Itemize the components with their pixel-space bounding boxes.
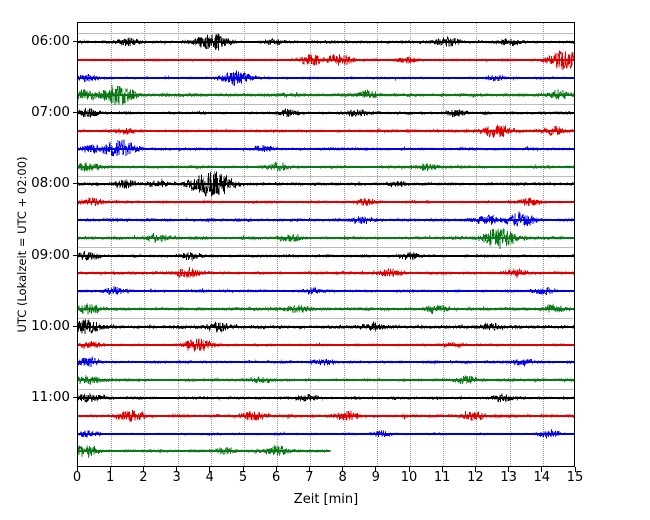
- minute-gridline: [144, 23, 146, 466]
- seismic-trace: [78, 260, 574, 286]
- x-tick-mark: [176, 467, 178, 472]
- x-tick-label: 2: [139, 470, 148, 485]
- seismic-trace: [78, 438, 574, 464]
- seismic-trace: [78, 385, 574, 411]
- x-tick-mark: [441, 467, 443, 472]
- hour-separator-lines: [78, 23, 574, 466]
- seismic-trace: [78, 225, 574, 251]
- minute-gridline: [410, 23, 411, 466]
- hour-gridline: [78, 317, 574, 319]
- x-tick-mark: [142, 467, 144, 472]
- minute-gridline: [244, 23, 245, 466]
- x-tick-label: 6: [272, 470, 281, 485]
- minute-gridline: [310, 23, 312, 466]
- x-tick-mark: [308, 467, 310, 472]
- seismic-trace: [78, 243, 574, 269]
- x-tick-mark: [375, 467, 377, 472]
- x-tick-label: 7: [305, 470, 314, 485]
- y-tick-label: 10:00: [31, 317, 70, 334]
- y-tick-label: 09:00: [31, 246, 70, 263]
- seismic-trace: [78, 421, 574, 447]
- minute-gridline: [443, 23, 445, 466]
- x-tick-mark: [508, 467, 510, 472]
- x-tick-label: 9: [371, 470, 380, 485]
- x-tick-mark: [275, 467, 277, 472]
- x-tick-mark: [342, 467, 344, 472]
- seismic-trace: [78, 189, 574, 215]
- seismic-trace: [78, 314, 574, 340]
- x-tick-mark: [209, 467, 211, 472]
- x-tick-label: 11: [433, 470, 451, 485]
- x-tick-label: 1: [106, 470, 115, 485]
- seismic-trace: [78, 154, 574, 180]
- y-tick-label: 08:00: [31, 175, 70, 192]
- hour-gridline: [78, 104, 574, 106]
- minute-gridline: [111, 23, 113, 466]
- seismic-trace: [78, 171, 574, 197]
- minute-gridline: [476, 23, 478, 466]
- seismic-trace: [78, 65, 574, 91]
- hour-gridline: [78, 175, 574, 177]
- y-tick-label: 11:00: [31, 389, 70, 405]
- x-tick-label: 3: [172, 470, 181, 485]
- seismic-trace: [78, 349, 574, 375]
- x-tick-mark: [474, 467, 476, 472]
- seismic-trace: [78, 136, 574, 162]
- minute-gridline: [177, 23, 179, 466]
- seismic-traces: [78, 23, 574, 466]
- x-tick-mark: [574, 467, 576, 472]
- seismic-trace: [78, 332, 574, 358]
- y-tick-mark: [72, 183, 77, 185]
- minute-gridline: [542, 23, 544, 466]
- x-tick-label: 5: [238, 470, 248, 485]
- minute-gridline: [376, 23, 378, 466]
- seismic-trace: [78, 100, 574, 126]
- seismic-trace: [78, 278, 574, 304]
- seismic-trace: [78, 367, 574, 393]
- x-tick-label: 14: [533, 470, 551, 485]
- minute-gridline: [277, 23, 279, 466]
- hour-gridline: [78, 246, 574, 248]
- y-tick-mark: [72, 397, 77, 399]
- seismic-trace: [78, 403, 574, 429]
- y-tick-mark: [72, 112, 77, 114]
- x-tick-mark: [408, 467, 410, 472]
- x-tick-mark: [109, 467, 111, 472]
- y-tick-label: 07:00: [31, 104, 70, 121]
- minute-gridline: [509, 23, 511, 466]
- minute-gridline: [210, 23, 212, 466]
- seismic-trace: [78, 207, 574, 233]
- y-tick-mark: [72, 254, 77, 256]
- x-tick-label: 15: [566, 470, 584, 485]
- seismic-trace: [78, 29, 574, 55]
- y-tick-mark: [72, 41, 77, 43]
- seismic-trace: [78, 47, 574, 73]
- x-tick-label: 8: [338, 470, 347, 485]
- x-tick-label: 13: [500, 470, 517, 485]
- x-tick-label: 0: [72, 470, 82, 485]
- seismic-trace: [78, 82, 574, 108]
- x-tick-mark: [76, 467, 78, 472]
- x-tick-mark: [242, 467, 244, 472]
- x-tick-mark: [541, 467, 543, 472]
- hour-gridline: [78, 33, 574, 35]
- seismic-trace: [78, 118, 574, 144]
- x-axis-label: Zeit [min]: [293, 492, 359, 507]
- plot-area: [77, 22, 575, 467]
- y-tick-label: 06:00: [31, 33, 70, 49]
- y-tick-mark: [72, 325, 77, 327]
- x-tick-label: 4: [205, 470, 214, 485]
- x-tick-label: 10: [400, 470, 418, 485]
- hour-gridline: [78, 389, 574, 391]
- x-tick-label: 12: [467, 470, 484, 485]
- minute-gridlines: [78, 23, 574, 466]
- minute-gridline: [343, 23, 345, 466]
- seismic-trace: [78, 296, 574, 322]
